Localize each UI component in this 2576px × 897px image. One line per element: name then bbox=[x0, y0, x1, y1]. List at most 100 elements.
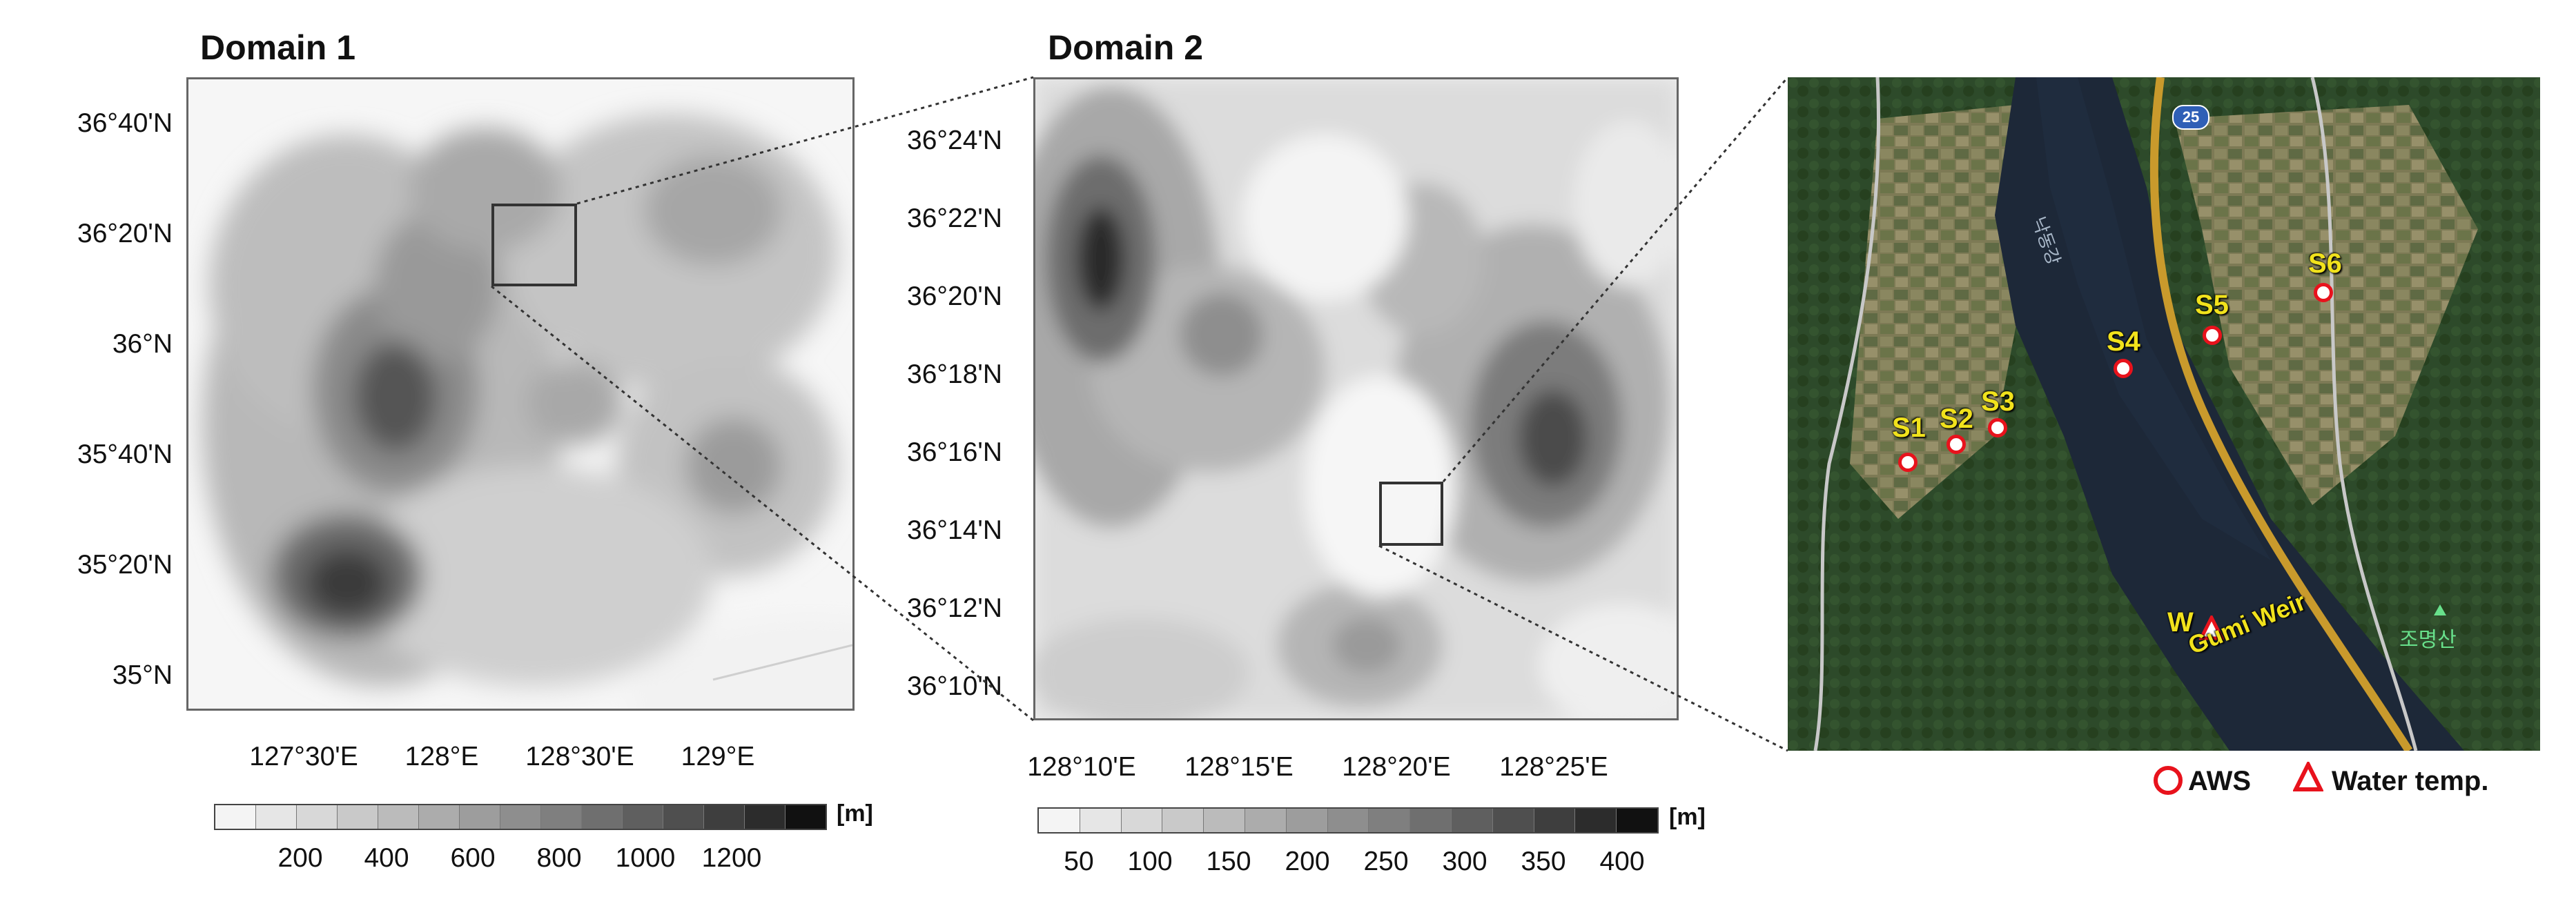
domain2-terrain bbox=[1035, 79, 1677, 718]
colorbar-swatch bbox=[663, 805, 704, 829]
domain1-colorbar bbox=[214, 804, 827, 830]
domain1-colorbar-label: 200 bbox=[277, 843, 323, 873]
colorbar-swatch bbox=[1039, 809, 1080, 832]
domain2-xtick: 128°10'E bbox=[1027, 752, 1136, 782]
domain1-title: Domain 1 bbox=[200, 28, 356, 67]
domain2-xtick: 128°25'E bbox=[1499, 752, 1608, 782]
domain2-colorbar-label: 100 bbox=[1127, 847, 1173, 876]
colorbar-swatch bbox=[1121, 809, 1163, 832]
colorbar-swatch bbox=[419, 805, 460, 829]
road-shield-label: 25 bbox=[2182, 108, 2200, 126]
domain1-colorbar-label: 800 bbox=[536, 843, 582, 873]
colorbar-swatch bbox=[704, 805, 745, 829]
domain2-inset-box bbox=[1379, 482, 1443, 546]
colorbar-swatch bbox=[786, 805, 826, 829]
colorbar-swatch bbox=[623, 805, 663, 829]
domain2-colorbar bbox=[1037, 807, 1659, 834]
mountain-name-label: 조명산 bbox=[2399, 629, 2457, 651]
domain2-ytick: 36°10'N bbox=[907, 671, 1002, 701]
legend-water-temp-icon bbox=[2293, 762, 2323, 791]
domain1-ytick: 36°20'N bbox=[77, 219, 173, 248]
domain1-colorbar-label: 1000 bbox=[615, 843, 676, 873]
colorbar-swatch bbox=[500, 805, 541, 829]
colorbar-swatch bbox=[1286, 809, 1328, 832]
colorbar-swatch bbox=[1162, 809, 1204, 832]
domain2-ytick: 36°14'N bbox=[907, 515, 1002, 545]
colorbar-swatch bbox=[745, 805, 786, 829]
colorbar-swatch bbox=[582, 805, 623, 829]
domain2-map bbox=[1033, 77, 1679, 720]
site-label-s5: S5 bbox=[2195, 290, 2229, 320]
domain1-colorbar-label: 400 bbox=[364, 843, 409, 873]
mountain-peak-icon bbox=[2434, 604, 2446, 615]
domain2-ytick: 36°24'N bbox=[907, 126, 1002, 155]
legend-aws-label: AWS bbox=[2188, 766, 2252, 796]
road-shield-25: 25 bbox=[2172, 105, 2209, 130]
domain1-ytick: 36°40'N bbox=[77, 108, 173, 138]
domain2-ytick: 36°12'N bbox=[907, 593, 1002, 623]
colorbar-swatch bbox=[256, 805, 297, 829]
colorbar-swatch bbox=[338, 805, 378, 829]
aws-marker-s5 bbox=[2203, 326, 2222, 345]
domain2-colorbar-label: 150 bbox=[1206, 847, 1251, 876]
domain1-map bbox=[186, 77, 855, 711]
colorbar-swatch bbox=[1327, 809, 1369, 832]
domain1-colorbar-unit: [m] bbox=[837, 800, 873, 827]
domain2-ytick: 36°22'N bbox=[907, 204, 1002, 233]
domain1-xtick: 128°E bbox=[404, 742, 479, 771]
site-label-s1: S1 bbox=[1892, 413, 1926, 443]
domain1-inset-box bbox=[491, 204, 577, 286]
domain1-xtick: 129°E bbox=[681, 742, 755, 771]
satellite-scene bbox=[1788, 77, 2540, 751]
colorbar-swatch bbox=[1451, 809, 1493, 832]
domain1-terrain bbox=[202, 114, 852, 709]
aws-marker-s2 bbox=[1946, 435, 1966, 454]
domain2-ytick: 36°20'N bbox=[907, 282, 1002, 311]
domain2-ytick: 36°18'N bbox=[907, 359, 1002, 389]
legend-water-temp-label: Water temp. bbox=[2332, 766, 2489, 796]
domain2-xtick: 128°20'E bbox=[1342, 752, 1451, 782]
colorbar-swatch bbox=[378, 805, 419, 829]
site-label-w: W bbox=[2167, 607, 2194, 638]
domain2-colorbar-label: 50 bbox=[1064, 847, 1094, 876]
domain2-title: Domain 2 bbox=[1048, 28, 1204, 67]
water-temp-marker bbox=[2199, 615, 2224, 640]
domain1-ytick: 35°N bbox=[112, 660, 173, 690]
satellite-image bbox=[1788, 77, 2540, 751]
colorbar-swatch bbox=[1534, 809, 1576, 832]
colorbar-swatch bbox=[460, 805, 500, 829]
domain2-xtick: 128°15'E bbox=[1184, 752, 1294, 782]
aws-marker-s6 bbox=[2314, 283, 2333, 302]
domain1-ytick: 36°N bbox=[112, 329, 173, 359]
colorbar-swatch bbox=[1492, 809, 1534, 832]
domain2-ytick: 36°16'N bbox=[907, 437, 1002, 467]
aws-marker-s1 bbox=[1898, 453, 1918, 472]
domain2-colorbar-label: 350 bbox=[1521, 847, 1566, 876]
site-label-s6: S6 bbox=[2308, 248, 2342, 279]
legend-aws-icon bbox=[2154, 766, 2183, 795]
colorbar-swatch bbox=[1369, 809, 1411, 832]
site-label-s2: S2 bbox=[1940, 404, 1973, 434]
colorbar-swatch bbox=[297, 805, 338, 829]
colorbar-swatch bbox=[1245, 809, 1287, 832]
colorbar-swatch bbox=[215, 805, 256, 829]
colorbar-swatch bbox=[1080, 809, 1122, 832]
site-label-s4: S4 bbox=[2107, 326, 2140, 357]
domain1-colorbar-label: 1200 bbox=[701, 843, 762, 873]
colorbar-swatch bbox=[1617, 809, 1657, 832]
aws-marker-s3 bbox=[1988, 418, 2007, 437]
domain1-xtick: 128°30'E bbox=[525, 742, 634, 771]
aws-marker-s4 bbox=[2114, 359, 2133, 378]
colorbar-swatch bbox=[1410, 809, 1452, 832]
domain2-colorbar-unit: [m] bbox=[1669, 804, 1706, 830]
site-label-s3: S3 bbox=[1981, 386, 2015, 417]
domain1-ytick: 35°40'N bbox=[77, 440, 173, 469]
domain1-xtick: 127°30'E bbox=[249, 742, 358, 771]
domain2-colorbar-label: 400 bbox=[1599, 847, 1645, 876]
colorbar-swatch bbox=[1575, 809, 1617, 832]
domain2-colorbar-label: 200 bbox=[1285, 847, 1330, 876]
domain1-ytick: 35°20'N bbox=[77, 550, 173, 580]
domain2-colorbar-label: 250 bbox=[1363, 847, 1409, 876]
domain2-colorbar-label: 300 bbox=[1442, 847, 1487, 876]
